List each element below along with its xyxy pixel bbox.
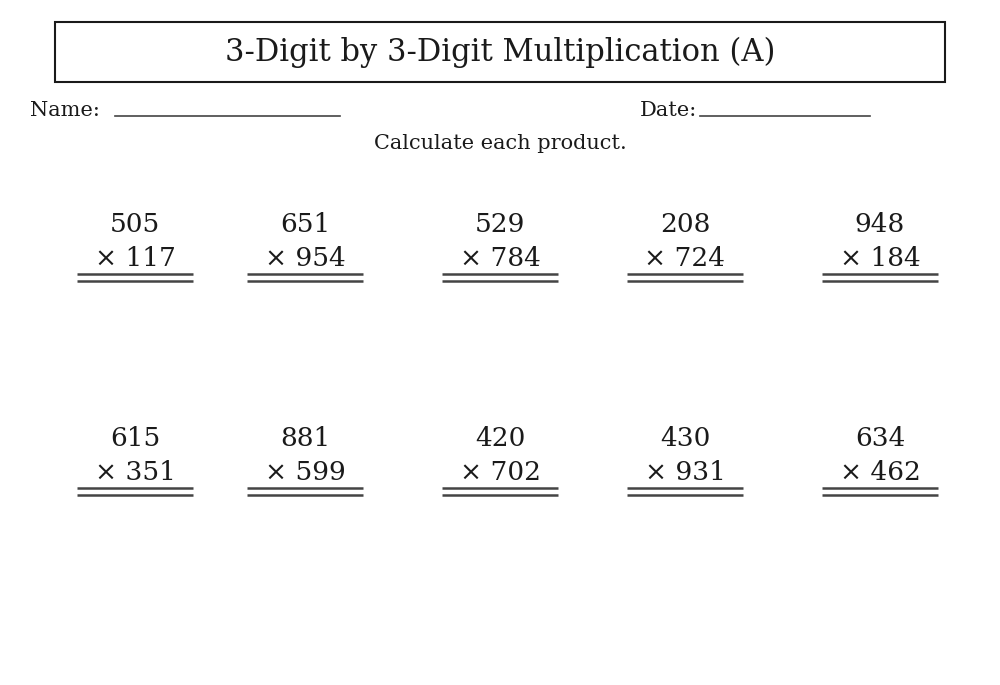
Text: × 784: × 784 xyxy=(460,247,540,271)
Text: 420: 420 xyxy=(475,426,525,451)
Text: 615: 615 xyxy=(110,426,160,451)
Text: × 351: × 351 xyxy=(95,460,175,485)
Text: 881: 881 xyxy=(280,426,330,451)
Text: 505: 505 xyxy=(110,212,160,237)
FancyBboxPatch shape xyxy=(55,22,945,82)
Text: Date:: Date: xyxy=(640,101,697,121)
Text: 651: 651 xyxy=(280,212,330,237)
Text: × 724: × 724 xyxy=(644,247,726,271)
Text: 3-Digit by 3-Digit Multiplication (A): 3-Digit by 3-Digit Multiplication (A) xyxy=(225,36,775,68)
Text: 634: 634 xyxy=(855,426,905,451)
Text: Name:: Name: xyxy=(30,101,100,121)
Text: Calculate each product.: Calculate each product. xyxy=(374,134,626,153)
Text: × 931: × 931 xyxy=(645,460,725,485)
Text: × 954: × 954 xyxy=(265,247,345,271)
Text: × 702: × 702 xyxy=(460,460,540,485)
Text: × 462: × 462 xyxy=(840,460,920,485)
Text: × 599: × 599 xyxy=(265,460,345,485)
Text: × 184: × 184 xyxy=(840,247,920,271)
Text: × 117: × 117 xyxy=(95,247,175,271)
Text: 529: 529 xyxy=(475,212,525,237)
Text: 948: 948 xyxy=(855,212,905,237)
Text: 208: 208 xyxy=(660,212,710,237)
Text: 430: 430 xyxy=(660,426,710,451)
